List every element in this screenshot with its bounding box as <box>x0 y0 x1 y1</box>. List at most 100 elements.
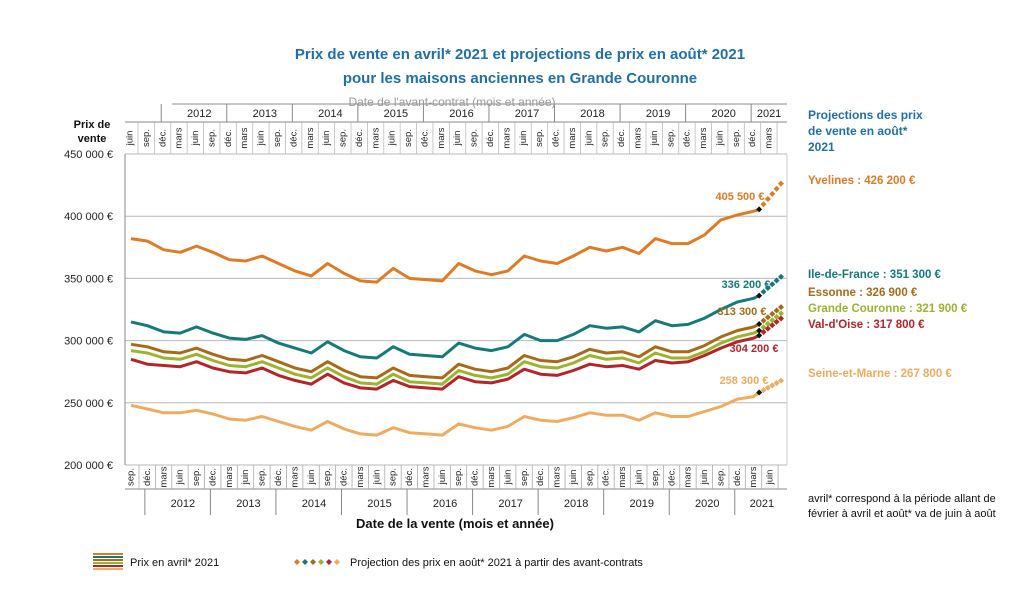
top-month-label: mars <box>174 127 185 148</box>
top-month-label: juin <box>321 131 332 147</box>
last-value-label: 313 300 € <box>718 306 767 318</box>
series-line <box>130 207 760 284</box>
top-year-label: 2019 <box>646 108 670 120</box>
bottom-month-label: déc. <box>207 468 218 486</box>
bottom-month-label: mars <box>748 466 759 487</box>
top-month-label: juin <box>256 131 267 147</box>
top-month-label: sep. <box>731 129 742 147</box>
legend-projection-swatch <box>334 559 340 565</box>
top-month-label: déc. <box>747 129 758 147</box>
top-month-label: mars <box>764 127 775 148</box>
bottom-month-label: juin <box>175 470 186 486</box>
top-month-label: sep. <box>600 129 611 147</box>
bottom-month-label: juin <box>502 470 513 486</box>
top-month-label: mars <box>436 127 447 148</box>
bottom-year-label: 2016 <box>433 498 457 510</box>
bottom-month-label: sep. <box>584 468 595 486</box>
projection-marker <box>760 328 767 335</box>
y-tick-label: 250 000 € <box>64 398 113 410</box>
legend-projection-label: Projection des prix en août* 2021 à part… <box>350 557 643 569</box>
projection-label: Val-d'Oise : 317 800 € <box>808 319 925 331</box>
series-line <box>130 322 760 380</box>
bottom-month-label: juin <box>568 470 579 486</box>
top-month-label: mars <box>239 127 250 148</box>
top-year-label: 2018 <box>580 108 604 120</box>
bottom-month-label: juin <box>633 470 644 486</box>
top-month-label: mars <box>632 127 643 148</box>
series-line <box>130 334 760 391</box>
top-month-label: déc. <box>288 129 299 147</box>
legend-projection-swatch <box>326 559 332 565</box>
top-month-label: sep. <box>534 129 545 147</box>
top-month-label: sep. <box>338 129 349 147</box>
projection-marker <box>760 201 767 208</box>
projection-marker <box>760 387 767 394</box>
top-month-label: mars <box>698 127 709 148</box>
bottom-month-label: mars <box>158 466 169 487</box>
y-axis-title: Prix de <box>74 119 111 131</box>
bottom-year-label: 2015 <box>367 498 391 510</box>
last-value-marker <box>756 206 763 213</box>
top-month-label: déc. <box>157 129 168 147</box>
top-month-label: sep. <box>665 129 676 147</box>
bottom-month-label: mars <box>617 466 628 487</box>
series-line <box>130 294 760 360</box>
bottom-year-label: 2021 <box>750 498 774 510</box>
last-value-marker <box>756 321 763 328</box>
top-month-label: juin <box>583 131 594 147</box>
bottom-month-label: sep. <box>388 468 399 486</box>
top-month-label: déc. <box>485 129 496 147</box>
projection-marker <box>764 285 771 292</box>
bottom-month-label: mars <box>552 466 563 487</box>
y-tick-label: 300 000 € <box>64 336 113 348</box>
footnote: avril* correspond à la période allant de… <box>808 493 996 520</box>
top-month-label: sep. <box>403 129 414 147</box>
top-month-label: sep. <box>469 129 480 147</box>
projection-marker <box>764 384 771 391</box>
projection-marker <box>769 281 776 288</box>
y-tick-label: 200 000 € <box>64 460 113 472</box>
bottom-month-label: déc. <box>339 468 350 486</box>
bottom-month-label: sep. <box>715 468 726 486</box>
projection-marker <box>769 322 776 329</box>
bottom-month-label: mars <box>224 466 235 487</box>
bottom-month-label: mars <box>289 466 300 487</box>
bottom-month-label: juin <box>699 470 710 486</box>
bottom-month-label: juin <box>437 470 448 486</box>
top-month-label: déc. <box>616 129 627 147</box>
projection-marker <box>773 313 780 320</box>
bottom-year-label: 2019 <box>629 498 653 510</box>
projection-marker <box>778 304 784 311</box>
projection-marker <box>778 315 784 322</box>
bottom-year-label: 2020 <box>695 498 719 510</box>
bottom-month-label: sep. <box>257 468 268 486</box>
bottom-month-label: mars <box>683 466 694 487</box>
top-year-label: 2014 <box>318 108 342 120</box>
top-year-label: 2012 <box>187 108 211 120</box>
top-month-label: déc. <box>223 129 234 147</box>
last-value-marker <box>756 332 763 339</box>
y-axis-title-line-2: vente <box>78 133 107 145</box>
projection-marker <box>769 190 776 197</box>
projection-label: Grande Couronne : 321 900 € <box>808 303 968 315</box>
top-month-label: juin <box>190 131 201 147</box>
top-month-label: juin <box>387 131 398 147</box>
bottom-month-label: déc. <box>535 468 546 486</box>
bottom-month-label: déc. <box>470 468 481 486</box>
last-value-label: 336 200 € <box>722 279 771 291</box>
legend-actual-label: Prix en avril* 2021 <box>130 557 219 569</box>
projection-label: Seine-et-Marne : 267 800 € <box>808 368 952 380</box>
projection-marker <box>773 185 780 192</box>
top-year-label: 2017 <box>515 108 539 120</box>
y-tick-label: 450 000 € <box>64 149 113 161</box>
top-month-label: juin <box>714 131 725 147</box>
projection-marker <box>773 307 780 314</box>
last-value-label: 304 200 € <box>730 343 779 355</box>
projection-marker <box>778 310 784 317</box>
bottom-month-label: sep. <box>453 468 464 486</box>
projection-marker <box>769 310 776 317</box>
legend-projection-swatch <box>310 559 316 565</box>
last-value-marker <box>756 327 763 334</box>
bottom-month-label: juin <box>765 470 776 486</box>
chart-title-line-1: Prix de vente en avril* 2021 et projecti… <box>294 46 746 63</box>
